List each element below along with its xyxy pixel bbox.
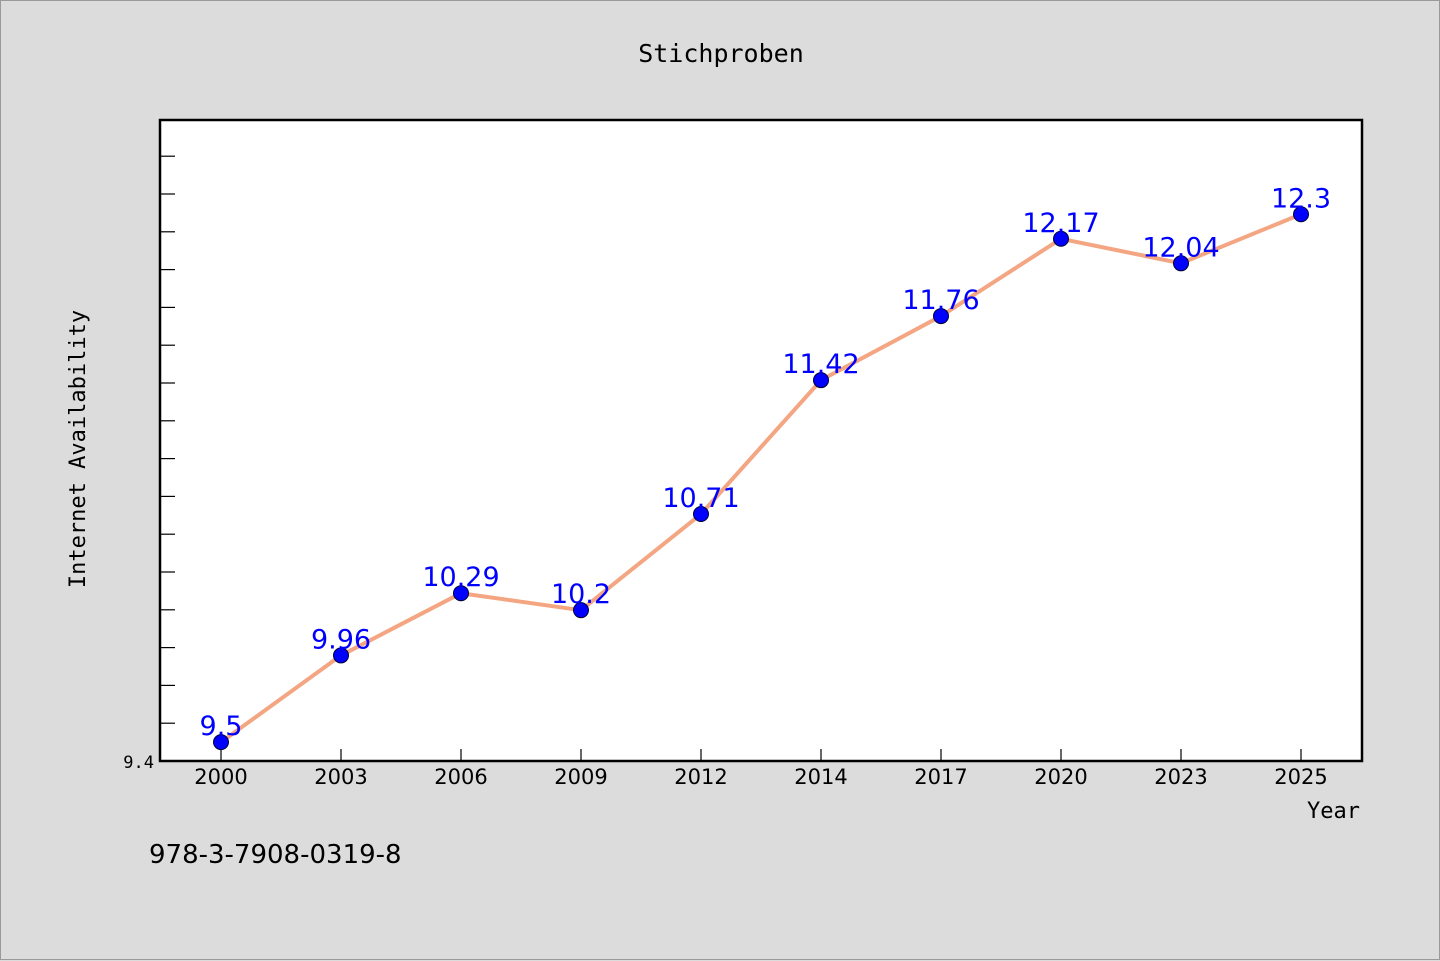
data-label: 12.3 bbox=[1271, 183, 1331, 214]
series-line bbox=[219, 212, 1302, 744]
x-tick-label: 2009 bbox=[554, 765, 607, 789]
data-labels: 9.5 9.96 10.29 10.2 10.71 11.42 11.76 12.17 12.0… bbox=[200, 183, 1332, 742]
y-minor-ticks bbox=[160, 155, 175, 724]
data-label: 11.76 bbox=[902, 285, 979, 316]
x-axis-label: Year bbox=[1307, 799, 1360, 824]
y-tick-label: 9.4 bbox=[123, 753, 154, 773]
data-point bbox=[453, 585, 469, 602]
x-tick-label: 2025 bbox=[1274, 765, 1327, 789]
data-point bbox=[933, 308, 949, 325]
data-label: 9.5 bbox=[200, 711, 243, 742]
data-point bbox=[1053, 230, 1069, 247]
x-tick-label: 2012 bbox=[674, 765, 727, 789]
data-label: 12.17 bbox=[1022, 208, 1099, 239]
data-label: 9.96 bbox=[311, 624, 371, 655]
x-tick-label: 2014 bbox=[794, 765, 847, 789]
data-point bbox=[1173, 255, 1189, 272]
y-axis-label: Internet Availability bbox=[66, 310, 91, 588]
x-tick-label: 2006 bbox=[434, 765, 487, 789]
x-ticks bbox=[220, 749, 1302, 761]
data-label: 10.2 bbox=[551, 579, 611, 610]
data-point bbox=[573, 602, 589, 619]
data-point bbox=[213, 734, 229, 751]
x-tick-label: 2017 bbox=[914, 765, 967, 789]
data-markers bbox=[213, 206, 1309, 751]
plot-area bbox=[158, 118, 1364, 763]
data-label: 10.71 bbox=[662, 483, 739, 514]
data-point bbox=[813, 372, 829, 389]
data-label: 10.29 bbox=[422, 562, 499, 593]
data-label: 11.42 bbox=[782, 349, 859, 380]
x-tick-label: 2003 bbox=[314, 765, 367, 789]
data-point bbox=[333, 647, 349, 664]
annotation-text: 978-3-7908-0319-8 bbox=[149, 840, 402, 870]
data-point bbox=[693, 506, 709, 523]
chart-title: Stichproben bbox=[638, 39, 804, 68]
data-point bbox=[1293, 206, 1309, 223]
x-tick-labels: 2000 2003 2006 2009 2012 2014 2017 2020 2023 2025 bbox=[194, 765, 1327, 789]
x-tick-label: 2020 bbox=[1034, 765, 1087, 789]
x-tick-label: 2000 bbox=[194, 765, 247, 789]
data-label: 12.04 bbox=[1142, 232, 1219, 263]
x-tick-label: 2023 bbox=[1154, 765, 1207, 789]
